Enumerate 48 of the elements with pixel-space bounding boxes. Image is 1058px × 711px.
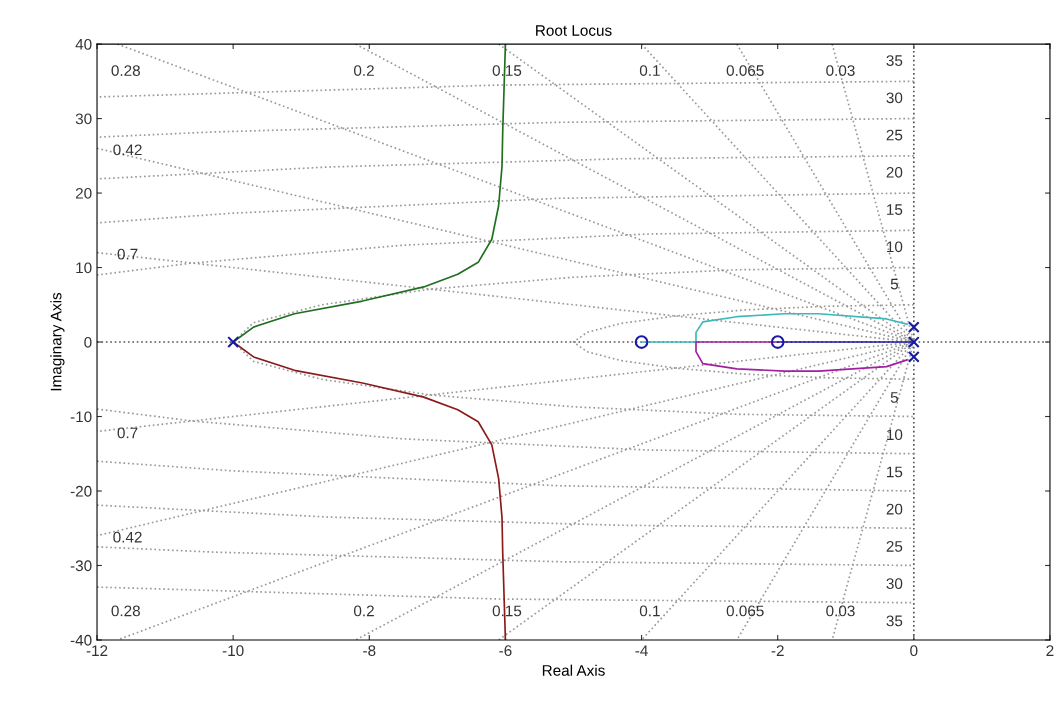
y-tick-label: 30 — [75, 113, 92, 125]
annotation: 25 — [886, 129, 903, 141]
y-tick-label: 10 — [76, 262, 92, 274]
annotation: 0.28 — [111, 65, 140, 76]
x-tick-label: -4 — [635, 645, 648, 656]
y-tick-label: 20 — [75, 187, 92, 199]
x-axis-title: Real Axis — [542, 664, 605, 676]
y-axis-title: Imaginary Axis — [50, 292, 65, 391]
annotation: 25 — [886, 540, 903, 552]
annotation: 0.42 — [113, 531, 142, 543]
annotation: 35 — [886, 55, 903, 66]
y-tick-label: -30 — [70, 560, 92, 572]
annotation: 0.1 — [639, 65, 660, 76]
x-tick-label: 2 — [1046, 645, 1054, 656]
x-tick-label: -10 — [222, 645, 244, 657]
y-tick-label: 0 — [84, 336, 92, 348]
annotation: 0.28 — [111, 605, 140, 617]
annotation: 0.03 — [826, 65, 855, 76]
x-tick-label: -6 — [499, 645, 512, 657]
annotation: 20 — [886, 166, 903, 178]
annotation: 30 — [886, 92, 903, 104]
annotation: 0.065 — [726, 65, 764, 76]
annotation: 10 — [887, 429, 903, 441]
annotation: 0.1 — [639, 605, 660, 617]
annotation: 0.03 — [826, 605, 855, 617]
x-tick-label: 0 — [910, 645, 918, 657]
y-tick-label: -40 — [70, 634, 92, 646]
y-tick-label: 40 — [75, 38, 92, 50]
annotation: 0.2 — [353, 605, 374, 617]
x-tick-label: -12 — [86, 645, 108, 656]
annotation: 10 — [887, 241, 903, 253]
y-tick-label: -20 — [70, 485, 92, 497]
annotation: 0.42 — [113, 144, 142, 156]
annotation: 20 — [886, 503, 903, 515]
annotation: 35 — [886, 615, 903, 627]
annotation: 0.7 — [117, 427, 138, 439]
chart-title: Root Locus — [536, 25, 612, 36]
annotation: 15 — [887, 466, 903, 478]
x-tick-label: -8 — [363, 645, 376, 657]
annotation: 0.7 — [117, 248, 138, 260]
annotation: 15 — [887, 204, 903, 215]
annotation: 0.2 — [353, 65, 374, 76]
annotation: 30 — [886, 578, 903, 590]
annotation: 5 — [890, 278, 898, 290]
annotation: 5 — [890, 392, 898, 403]
y-tick-label: -10 — [70, 411, 92, 423]
annotation: 0.065 — [726, 605, 764, 617]
x-tick-label: -2 — [771, 645, 784, 656]
